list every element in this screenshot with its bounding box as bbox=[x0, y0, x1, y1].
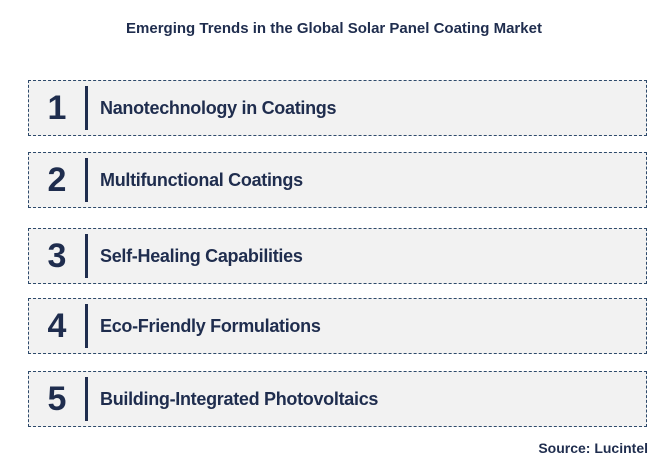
trend-label: Eco-Friendly Formulations bbox=[100, 315, 321, 336]
trend-label: Building-Integrated Photovoltaics bbox=[100, 388, 379, 409]
trend-item-5: 5 Building-Integrated Photovoltaics bbox=[28, 371, 647, 427]
trend-number: 1 bbox=[47, 88, 67, 127]
divider bbox=[85, 86, 88, 130]
diagram-title: Emerging Trends in the Global Solar Pane… bbox=[126, 20, 542, 37]
trend-label: Nanotechnology in Coatings bbox=[100, 97, 337, 118]
trend-item-4: 4 Eco-Friendly Formulations bbox=[28, 298, 647, 354]
source-note: Source: Lucintel bbox=[538, 440, 648, 456]
trend-item-3: 3 Self-Healing Capabilities bbox=[28, 228, 647, 284]
trend-number: 5 bbox=[47, 379, 67, 418]
trend-label: Self-Healing Capabilities bbox=[100, 245, 303, 266]
divider bbox=[85, 234, 88, 278]
trend-number: 3 bbox=[47, 236, 67, 275]
trend-number: 4 bbox=[47, 306, 67, 345]
divider bbox=[85, 158, 88, 202]
divider bbox=[85, 304, 88, 348]
divider bbox=[85, 377, 88, 421]
trend-number: 2 bbox=[47, 160, 67, 199]
trend-item-2: 2 Multifunctional Coatings bbox=[28, 152, 647, 208]
trend-label: Multifunctional Coatings bbox=[100, 169, 303, 190]
trend-item-1: 1 Nanotechnology in Coatings bbox=[28, 80, 647, 136]
